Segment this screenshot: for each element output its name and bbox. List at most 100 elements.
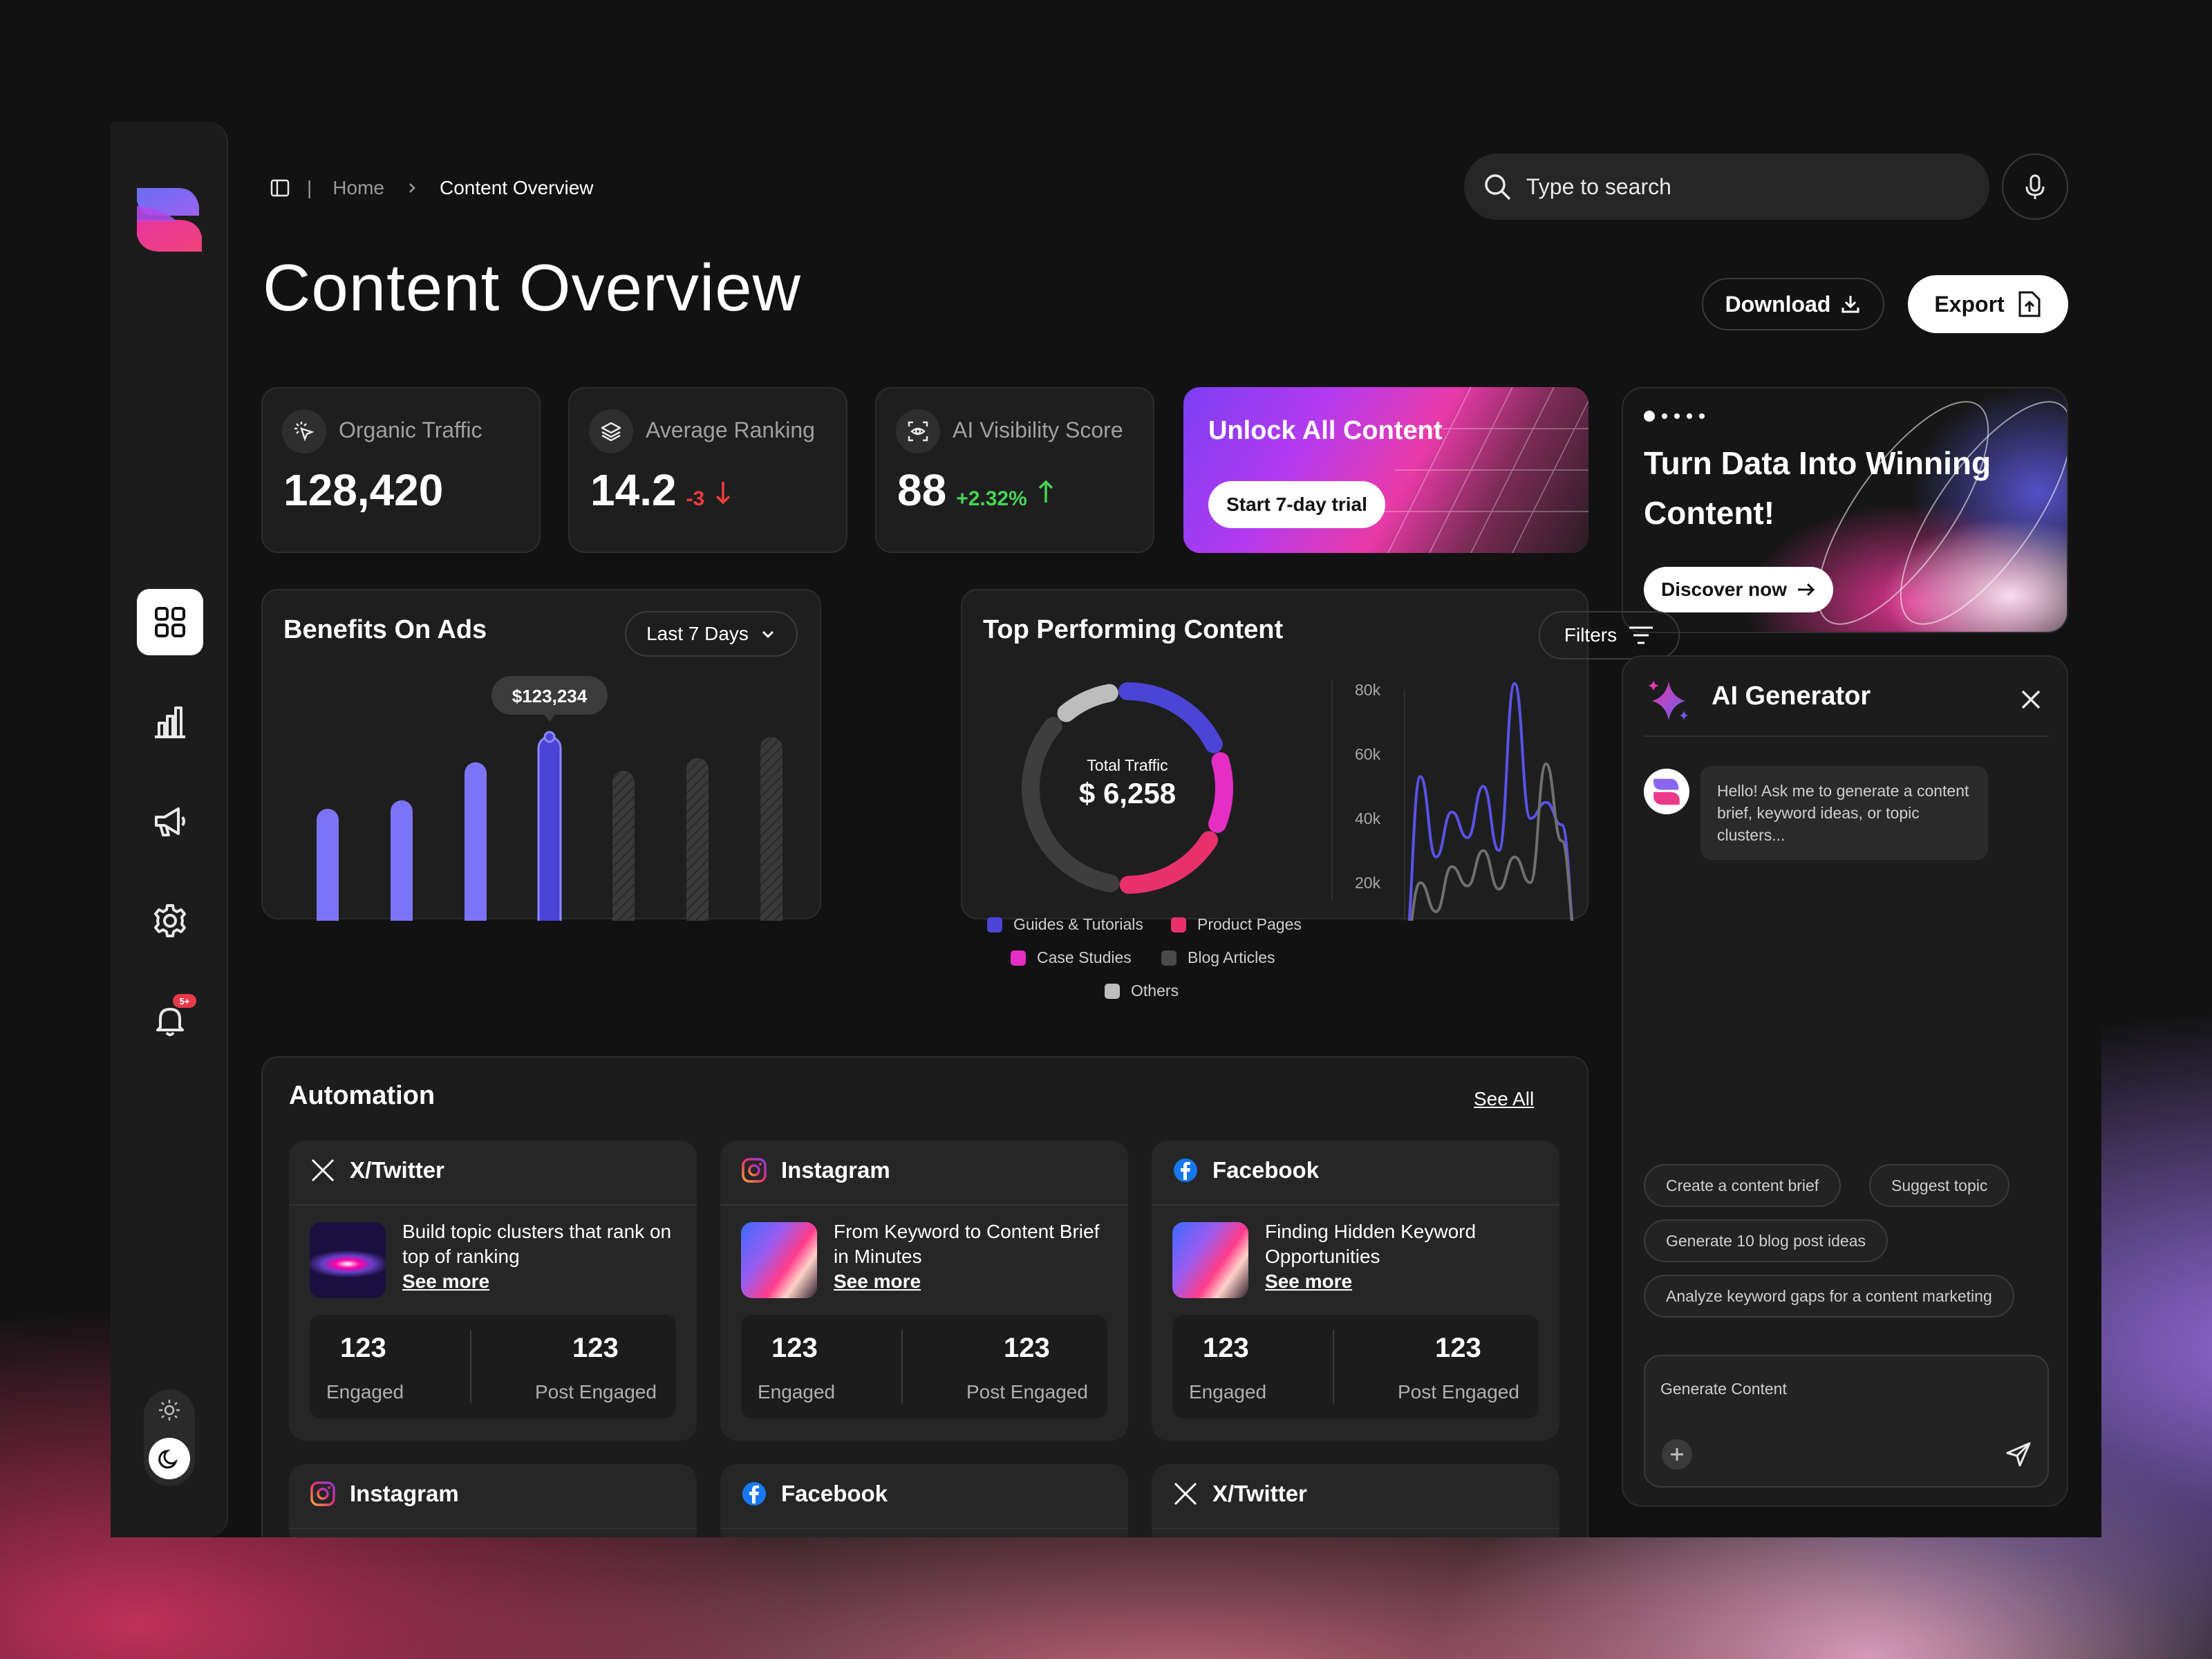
suggestion-chip[interactable]: Suggest topic <box>1869 1164 2010 1207</box>
legend-item: Guides & Tutorials <box>987 915 1143 934</box>
chevron-down-icon <box>762 630 774 639</box>
donut-slice[interactable] <box>1057 684 1118 722</box>
automation-card-twitter-2[interactable]: X/Twitter <box>1152 1464 1559 1537</box>
see-all-link[interactable]: See All <box>1474 1088 1535 1109</box>
gear-icon <box>154 904 186 937</box>
nav-dashboard[interactable] <box>137 589 203 655</box>
legend-label: Others <box>1131 982 1179 1000</box>
suggestion-chip[interactable]: Analyze keyword gaps for a content marke… <box>1644 1275 2014 1318</box>
automation-title: Automation <box>289 1081 435 1110</box>
theme-toggle[interactable] <box>144 1389 195 1486</box>
line-series-1 <box>1407 682 1574 921</box>
post-engaged-count: 123 <box>1004 1333 1050 1363</box>
legend-swatch <box>1105 983 1120 999</box>
donut-slice[interactable] <box>1022 716 1120 892</box>
download-button[interactable]: Download <box>1702 278 1884 330</box>
breadcrumb: | Home Content Overview <box>270 174 594 202</box>
post-summary: Finding Hidden Keyword Opportunities See… <box>1265 1219 1541 1294</box>
send-icon[interactable] <box>2005 1441 2032 1468</box>
sun-icon[interactable] <box>157 1398 182 1423</box>
page-title: Content Overview <box>263 251 801 325</box>
donut-slice[interactable] <box>1119 831 1219 894</box>
filters-label: Filters <box>1564 624 1618 646</box>
date-range-select[interactable]: Last 7 Days <box>625 611 798 657</box>
suggestion-chip[interactable]: Generate 10 blog post ideas <box>1644 1219 1888 1262</box>
bar-fri[interactable] <box>612 770 635 921</box>
automation-card-facebook-2[interactable]: Facebook <box>720 1464 1128 1537</box>
post-thumbnail <box>741 1222 817 1298</box>
filters-button[interactable]: Filters <box>1539 611 1680 659</box>
stat-number: 14.2 <box>590 465 677 515</box>
export-button[interactable]: Export <box>1908 275 2068 333</box>
bar-tue[interactable] <box>391 800 413 921</box>
benefits-title: Benefits On Ads <box>283 615 487 644</box>
donut-slice[interactable] <box>1208 752 1233 833</box>
breadcrumb-divider: | <box>307 177 312 198</box>
see-more-link[interactable]: See more <box>1265 1271 1353 1292</box>
engaged-label: Engaged <box>1189 1381 1267 1403</box>
card-header: Instagram <box>741 1157 890 1183</box>
sparkle-icon <box>1648 680 1688 720</box>
automation-card-twitter[interactable]: X/Twitter Build topic clusters that rank… <box>289 1141 697 1441</box>
sidebar: 5+ <box>111 122 228 1537</box>
bar-thur[interactable] <box>538 737 561 921</box>
voice-search-button[interactable] <box>2002 153 2068 220</box>
stat-label: Organic Traffic <box>339 418 482 442</box>
bar-sat[interactable] <box>686 758 709 921</box>
generate-content-input[interactable]: Generate Content <box>1644 1355 2049 1488</box>
see-more-link[interactable]: See more <box>834 1271 921 1292</box>
see-more-link[interactable]: See more <box>402 1271 490 1292</box>
metrics-divider <box>1333 1330 1334 1403</box>
carousel-dots[interactable] <box>1644 411 1705 422</box>
attach-button[interactable] <box>1662 1439 1692 1470</box>
chart-divider <box>1331 680 1333 900</box>
close-icon[interactable] <box>2018 687 2043 712</box>
nav-settings[interactable] <box>137 888 203 954</box>
card-divider <box>289 1528 697 1529</box>
stat-value: 14.2 -3 <box>590 465 732 516</box>
bar-tooltip: $123,234 <box>512 686 588 706</box>
chevron-right-icon <box>409 183 415 193</box>
automation-card-instagram-2[interactable]: Instagram <box>289 1464 697 1537</box>
discover-button[interactable]: Discover now <box>1644 567 1833 612</box>
dashboard-icon <box>155 607 185 637</box>
post-thumbnail <box>1172 1222 1248 1298</box>
post-summary: From Keyword to Content Brief in Minutes… <box>834 1219 1110 1294</box>
platform-name: Instagram <box>350 1481 459 1506</box>
stat-delta: +2.32% <box>956 487 1027 510</box>
unlock-title: Unlock All Content <box>1208 416 1443 445</box>
card-divider <box>720 1528 1128 1529</box>
automation-card-facebook[interactable]: Facebook Finding Hidden Keyword Opportun… <box>1152 1141 1559 1441</box>
y-tick-label: 20k <box>1355 874 1381 892</box>
donut-slice[interactable] <box>1118 682 1223 753</box>
start-trial-button[interactable]: Start 7-day trial <box>1208 481 1385 528</box>
nav-analytics[interactable] <box>137 688 203 755</box>
card-header: X/Twitter <box>1172 1481 1307 1507</box>
bar-mon[interactable] <box>317 809 339 921</box>
sidebar-toggle-icon[interactable] <box>270 178 290 198</box>
download-icon <box>1841 296 1859 313</box>
arrow-down-icon <box>716 482 731 505</box>
search-input[interactable]: Type to search <box>1464 153 1989 220</box>
bar-wed[interactable] <box>465 762 487 921</box>
card-divider <box>1152 1204 1559 1206</box>
stat-label: Average Ranking <box>646 418 815 442</box>
suggestion-chip[interactable]: Create a content brief <box>1644 1164 1841 1207</box>
bar-sun[interactable] <box>760 737 782 921</box>
post-engaged-label: Post Engaged <box>535 1381 657 1403</box>
unlock-content-card: Unlock All Content Start 7-day trial <box>1183 387 1588 553</box>
legend-item: Product Pages <box>1171 915 1302 934</box>
nav-notifications[interactable]: 5+ <box>137 987 203 1053</box>
nav-campaigns[interactable] <box>137 788 203 854</box>
engagement-metrics: 123 Engaged 123 Post Engaged <box>1172 1315 1539 1418</box>
breadcrumb-home[interactable]: Home <box>332 177 384 198</box>
stat-value: 128,420 <box>283 465 443 516</box>
search-placeholder: Type to search <box>1526 174 1671 199</box>
assistant-avatar <box>1644 769 1689 814</box>
dark-mode-button[interactable] <box>149 1438 190 1479</box>
benefits-chart-card: Benefits On Ads Last 7 Days MonTueWed$12… <box>261 589 821 921</box>
automation-card-instagram[interactable]: Instagram From Keyword to Content Brief … <box>720 1141 1128 1441</box>
legend-swatch <box>1171 917 1186 932</box>
engaged-label: Engaged <box>758 1381 836 1403</box>
platform-name: Facebook <box>1212 1157 1320 1183</box>
